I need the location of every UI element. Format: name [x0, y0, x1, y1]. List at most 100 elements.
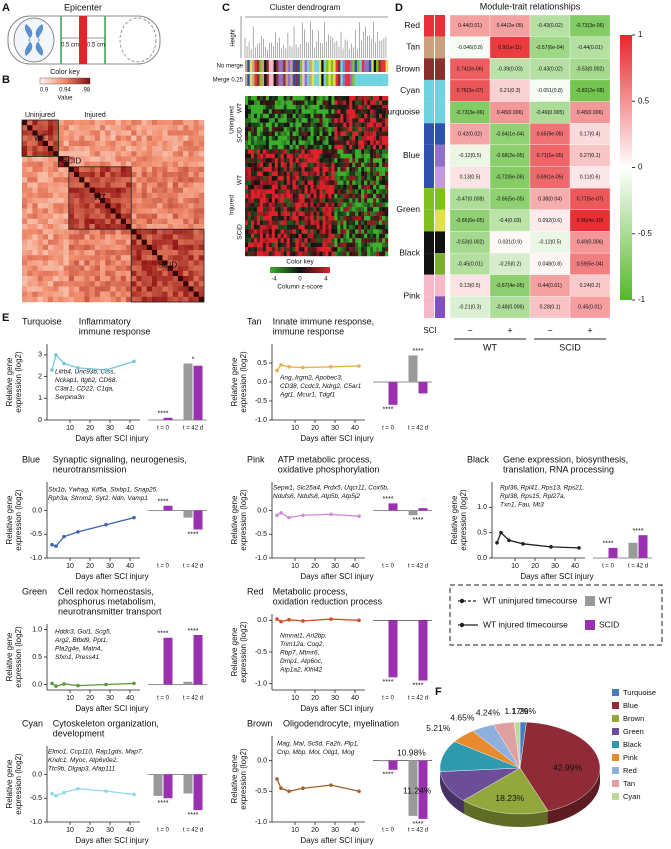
heat-cell [382, 207, 385, 212]
matrix-cell [162, 125, 167, 130]
heat-cell [305, 176, 308, 181]
y-tick-label: 0.5 [477, 530, 487, 537]
heat-cell [311, 167, 314, 172]
matrix-cell [79, 286, 84, 291]
heat-cell [367, 100, 370, 105]
heat-cell [367, 149, 370, 154]
heat-cell [322, 123, 325, 128]
matrix-cell [100, 141, 105, 146]
matrix-cell [157, 146, 162, 151]
heat-cell [352, 163, 355, 168]
matrix-cell [157, 136, 162, 141]
heat-cell [325, 109, 328, 114]
matrix-cell [157, 214, 162, 219]
timecourse-point [287, 365, 291, 369]
timecourse-point [329, 783, 333, 787]
heat-cell [284, 176, 287, 181]
y-axis-label: expression (log2) [14, 489, 23, 551]
heat-cell [317, 203, 320, 208]
heat-cell [319, 216, 322, 221]
heat-cell [346, 127, 349, 132]
matrix-cell [173, 292, 178, 297]
heat-cell [379, 149, 382, 154]
heat-cell [325, 243, 328, 248]
heat-cell [248, 247, 251, 252]
heat-cell [296, 203, 299, 208]
heat-cell [379, 220, 382, 225]
matrix-cell [147, 162, 152, 167]
matrix-cell [100, 203, 105, 208]
heat-cell [349, 198, 352, 203]
matrix-cell [84, 136, 89, 141]
heat-cell [370, 136, 373, 141]
matrix-cell [152, 146, 157, 151]
significance: **** [158, 631, 169, 638]
matrix-cell [168, 250, 173, 255]
heat-cell [337, 194, 340, 199]
heat-cell [284, 132, 287, 137]
heat-cell [370, 252, 373, 257]
matrix-cell [27, 281, 32, 286]
matrix-cell [105, 260, 110, 265]
matrix-cell [199, 281, 204, 286]
heat-cell [302, 145, 305, 150]
matrix-cell [74, 276, 79, 281]
heat-cell [299, 96, 302, 101]
heat-cell [346, 158, 349, 163]
heat-cell [248, 238, 251, 243]
module-strip [371, 60, 374, 72]
heat-cell [311, 105, 314, 110]
timecourse-point [275, 617, 279, 621]
matrix-cell [22, 125, 27, 130]
heat-cell [260, 229, 263, 234]
heat-cell [296, 167, 299, 172]
heat-cell [328, 194, 331, 199]
matrix-cell [131, 214, 136, 219]
heat-cell [322, 252, 325, 257]
gene-list: Dmp1, Atp6oc, [280, 658, 323, 665]
heat-cell [275, 189, 278, 194]
matrix-cell [136, 266, 141, 271]
matrix-cell [168, 292, 173, 297]
matrix-cell [136, 214, 141, 219]
heat-cell [245, 207, 248, 212]
heat-cell [370, 172, 373, 177]
matrix-cell [110, 297, 115, 302]
matrix-cell [131, 250, 136, 255]
matrix-cell [84, 240, 89, 245]
heat-cell [325, 127, 328, 132]
heat-cell [281, 149, 284, 154]
module-strip [262, 60, 265, 72]
heat-cell [314, 189, 317, 194]
heat-cell [284, 167, 287, 172]
heat-cell [248, 158, 251, 163]
timecourse-point [279, 786, 283, 790]
heat-cell [352, 212, 355, 217]
heat-cell [352, 123, 355, 128]
matrix-cell [173, 141, 178, 146]
heat-cell [278, 203, 281, 208]
matrix-cell [90, 177, 95, 182]
matrix-cell [90, 146, 95, 151]
legend-marker [460, 599, 464, 603]
heat-cell [373, 212, 376, 217]
heat-cell [275, 145, 278, 150]
heat-cell [370, 212, 373, 217]
heat-cell [263, 243, 266, 248]
heat-cell [290, 252, 293, 257]
module-strip [312, 74, 315, 86]
matrix-cell [48, 208, 53, 213]
heat-cell [293, 216, 296, 221]
heat-cell [325, 225, 328, 230]
heat-cell [328, 163, 331, 168]
heat-cell [281, 243, 284, 248]
timecourse-point [132, 793, 136, 797]
matrix-cell [32, 208, 37, 213]
column-label: + [507, 325, 512, 335]
heat-cell [349, 140, 352, 145]
cell-label: 0.44(0.01) [538, 283, 562, 289]
heat-cell [322, 172, 325, 177]
heat-cell [349, 252, 352, 257]
matrix-cell [131, 229, 136, 234]
matrix-cell [142, 130, 147, 135]
